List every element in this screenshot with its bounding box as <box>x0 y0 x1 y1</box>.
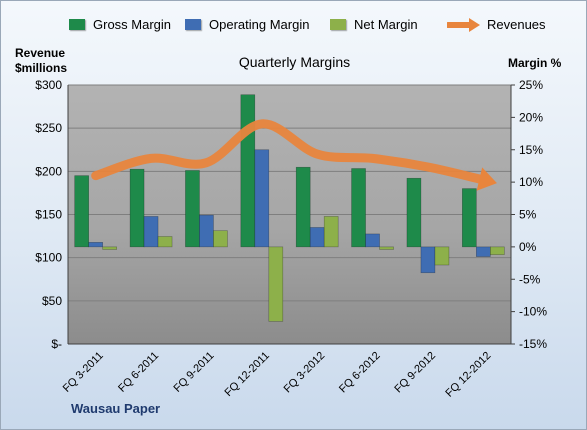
net-margin-swatch <box>330 19 346 30</box>
bar-net-margin <box>323 216 339 248</box>
y-right-tick-label: -15% <box>519 337 547 351</box>
y-left-tick-label: $50 <box>42 294 62 308</box>
y-right-tick-label: -5% <box>519 272 541 286</box>
legend-item-operating-margin: Operating Margin <box>185 17 309 32</box>
bar-operating-margin <box>199 214 214 248</box>
y-right-tick-label: 10% <box>519 175 543 189</box>
bar-gross-margin <box>240 94 256 248</box>
legend-item-net-margin: Net Margin <box>330 17 418 32</box>
bar-gross-margin <box>185 170 200 248</box>
revenues-line <box>91 119 488 185</box>
bar-operating-margin <box>254 149 270 248</box>
bar-gross-margin <box>295 166 311 248</box>
x-tick-label: FQ 9-2012 <box>392 350 438 396</box>
bar-gross-margin <box>462 188 477 248</box>
bar-net-margin <box>268 246 284 322</box>
chart-title: Quarterly Margins <box>238 54 351 70</box>
revenues-arrow-icon <box>447 17 480 32</box>
legend-label-revenues: Revenues <box>487 17 546 32</box>
bar-net-margin <box>157 236 173 248</box>
y-left-tick-label: $200 <box>35 164 62 178</box>
x-tick-label: FQ 12-2012 <box>443 350 493 400</box>
y-left-tick-label: $300 <box>35 78 62 92</box>
legend-item-gross-margin: Gross Margin <box>69 17 171 32</box>
x-tick-label: FQ 3-2011 <box>61 350 106 395</box>
legend-label-gross-margin: Gross Margin <box>93 17 172 32</box>
y-right-tick-label: -10% <box>519 305 547 319</box>
legend: Gross Margin Operating Margin Net Margin… <box>1 17 586 35</box>
x-tick-label: FQ 6-2012 <box>337 350 383 396</box>
y-right-tick-label: 0% <box>519 240 537 254</box>
x-tick-label: FQ 12-2011 <box>223 350 272 399</box>
y-left-tick-label: $150 <box>35 208 62 222</box>
bar-net-margin <box>213 230 228 248</box>
bar-net-margin <box>434 246 450 266</box>
bar-operating-margin <box>143 216 159 248</box>
bar-gross-margin <box>129 168 145 248</box>
gross-margin-swatch <box>69 19 85 30</box>
legend-label-operating-margin: Operating Margin <box>209 17 310 32</box>
bar-gross-margin <box>351 168 366 248</box>
y-left-tick-label: $100 <box>35 251 62 265</box>
x-tick-label: FQ 3-2012 <box>282 350 328 396</box>
bar-net-margin <box>102 246 117 250</box>
bar-operating-margin <box>88 242 103 248</box>
right-axis-title: Margin % <box>508 56 562 70</box>
bar-operating-margin <box>476 246 491 257</box>
bar-net-margin <box>490 246 505 255</box>
y-right-tick-label: 15% <box>519 143 543 157</box>
y-right-tick-label: 5% <box>519 208 537 222</box>
bar-net-margin <box>379 246 394 250</box>
revenues-arrowhead <box>476 167 497 191</box>
y-right-tick-label: 20% <box>519 110 543 124</box>
legend-item-revenues: Revenues <box>447 17 546 32</box>
bar-gross-margin <box>406 177 422 248</box>
bar-operating-margin <box>420 246 436 274</box>
x-tick-label: FQ 9-2011 <box>171 350 216 395</box>
bar-gross-margin <box>74 175 89 248</box>
left-axis-title: Revenue $millions <box>15 46 67 76</box>
y-right-tick-label: 25% <box>519 78 543 92</box>
bar-operating-margin <box>365 233 380 248</box>
x-tick-label: FQ 6-2011 <box>116 350 161 395</box>
operating-margin-swatch <box>185 19 201 30</box>
left-axis-title-line1: Revenue <box>15 46 66 60</box>
left-axis-title-line2: $millions <box>15 61 68 75</box>
footer-company-label: Wausau Paper <box>71 401 161 416</box>
legend-label-net-margin: Net Margin <box>354 17 418 32</box>
bar-operating-margin <box>309 227 325 248</box>
y-left-tick-label: $250 <box>35 121 62 135</box>
y-left-tick-label: $- <box>51 337 62 351</box>
